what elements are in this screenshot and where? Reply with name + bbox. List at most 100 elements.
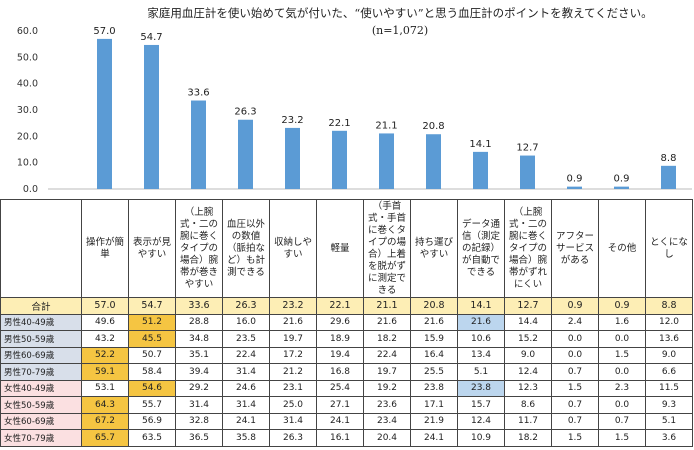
table-cell: 12.4: [504, 363, 552, 381]
table-cell: 5.1: [457, 363, 505, 381]
table-cell: 0.7: [551, 363, 599, 381]
chart-title: 家庭用血圧計を使い始めて気が付いた、“使いやすい”と思う血圧計のポイントを教えて…: [147, 6, 653, 20]
y-tick-label: 30.0: [17, 105, 38, 116]
table-cell: 43.2: [81, 330, 129, 348]
table-cell: 12.3: [504, 379, 552, 397]
bar: [661, 165, 676, 189]
table-cell: 21.6: [410, 313, 458, 331]
table-cell: 0.0: [551, 330, 599, 348]
bar: [379, 133, 394, 189]
bar: [473, 151, 488, 189]
table-cell: 0.7: [551, 396, 599, 414]
column-header: （手首式・手首に巻くタイプの場合）上着を脱がずに測定できる: [363, 199, 411, 298]
table-cell: 19.7: [363, 363, 411, 381]
table-cell: 35.8: [222, 429, 270, 447]
table-cell: 28.8: [175, 313, 223, 331]
column-header: 収納しやすい: [269, 199, 317, 298]
table-cell: 29.2: [175, 379, 223, 397]
table-cell: 20.8: [410, 297, 458, 315]
row-label: 女性40-49歳: [0, 379, 82, 397]
table-cell: 59.1: [81, 363, 129, 381]
table-cell: 21.2: [269, 363, 317, 381]
bar-chart: 0.0 10.0 20.0 30.0 40.0 50.0 60.0 57.0 54.7 33.6 2…: [17, 26, 692, 195]
column-header: 血圧以外の数値（脈拍など）も計測できる: [222, 199, 270, 298]
bar-value-label: 57.0: [93, 26, 115, 37]
table-cell: 18.2: [504, 429, 552, 447]
table-cell: 1.5: [551, 379, 599, 397]
table-cell: 33.6: [175, 297, 223, 315]
column-header-label: （上腕式・二の腕に巻くタイプの場合）腕帯がずれにくい: [508, 206, 547, 290]
table-cell: 0.7: [551, 412, 599, 430]
column-header: 持ち運びやすい: [410, 199, 458, 298]
table-cell: 31.4: [222, 396, 270, 414]
table-row: 男性70-79歳 59.1 58.4 39.4 31.4 21.2 16.8 19.7 25.5…: [0, 363, 693, 381]
table-cell: 24.1: [316, 412, 364, 430]
table-row: 女性50-59歳 64.3 55.7 31.4 31.4 25.0 27.1 23.6 17.1…: [0, 396, 693, 414]
row-label: 合計: [0, 297, 82, 315]
table-cell: 57.0: [81, 297, 129, 315]
column-header-label: （上腕式・二の腕に巻くタイプの場合）腕帯が巻きやすい: [179, 206, 218, 290]
table-cell: 58.4: [128, 363, 176, 381]
table-cell: 51.2: [128, 313, 176, 331]
table-cell: 56.9: [128, 412, 176, 430]
row-label: 男性60-69歳: [0, 346, 82, 364]
table-cell: 31.4: [269, 412, 317, 430]
table-cell: 50.7: [128, 346, 176, 364]
table-cell: 15.9: [410, 330, 458, 348]
table-cell: 25.4: [316, 379, 364, 397]
table-cell: 1.5: [598, 429, 646, 447]
column-header: （上腕式・二の腕に巻くタイプの場合）腕帯がずれにくい: [504, 199, 552, 298]
table-cell: 12.7: [504, 297, 552, 315]
table-cell: 34.8: [175, 330, 223, 348]
table-cell: 9.3: [645, 396, 693, 414]
table-cell: 3.6: [645, 429, 693, 447]
table-cell: 54.7: [128, 297, 176, 315]
table-cell: 22.1: [316, 297, 364, 315]
table-cell: 16.4: [410, 346, 458, 364]
table-cell: 11.5: [645, 379, 693, 397]
table-cell: 5.1: [645, 412, 693, 430]
table-cell: 27.1: [316, 396, 364, 414]
table-cell: 2.3: [598, 379, 646, 397]
bar-value-label: 12.7: [516, 143, 538, 154]
column-header: （上腕式・二の腕に巻くタイプの場合）腕帯が巻きやすい: [175, 199, 223, 298]
row-label: 女性50-59歳: [0, 396, 82, 414]
table-row: 合計 57.0 54.7 33.6 26.3 23.2 22.1 21.1 20.8 14.1 12…: [0, 297, 693, 315]
column-header: 軽量: [316, 199, 364, 298]
table-cell: 9.0: [504, 346, 552, 364]
column-header-label: 収納しやすい: [274, 236, 312, 260]
table-cell: 23.1: [269, 379, 317, 397]
table-cell: 21.9: [410, 412, 458, 430]
table-cell: 21.1: [363, 297, 411, 315]
table-corner-cell: [0, 199, 82, 298]
bar-value-label: 20.8: [422, 121, 444, 132]
table-cell: 12.0: [645, 313, 693, 331]
table-row: 男性50-59歳 43.2 45.5 34.8 23.5 19.7 18.9 18.2 15.9…: [0, 330, 693, 348]
column-header-label: 血圧以外の数値（脈拍など）も計測できる: [226, 218, 265, 278]
table-cell: 31.4: [175, 396, 223, 414]
table-row: 男性40-49歳 49.6 51.2 28.8 16.0 21.6 29.6 21.6 21.6…: [0, 313, 693, 331]
table-cell: 18.2: [363, 330, 411, 348]
bar: [426, 134, 441, 189]
table-cell: 1.6: [598, 313, 646, 331]
table-cell: 20.4: [363, 429, 411, 447]
column-header: アフターサービスがある: [551, 199, 599, 298]
bar: [191, 100, 206, 189]
bar: [332, 130, 347, 189]
table-cell: 55.7: [128, 396, 176, 414]
row-label: 女性70-79歳: [0, 429, 82, 447]
row-label: 男性50-59歳: [0, 330, 82, 348]
table-cell: 19.4: [316, 346, 364, 364]
table-cell: 13.4: [457, 346, 505, 364]
table-cell: 67.2: [81, 412, 129, 430]
table-cell: 22.4: [222, 346, 270, 364]
table-cell: 49.6: [81, 313, 129, 331]
bar-value-label: 21.1: [375, 120, 397, 131]
bar: [567, 186, 582, 189]
table-cell: 1.5: [551, 429, 599, 447]
table-cell: 24.6: [222, 379, 270, 397]
table-cell: 15.7: [457, 396, 505, 414]
table-cell: 64.3: [81, 396, 129, 414]
column-header-label: （手首式・手首に巻くタイプの場合）上着を脱がずに測定できる: [367, 200, 406, 296]
